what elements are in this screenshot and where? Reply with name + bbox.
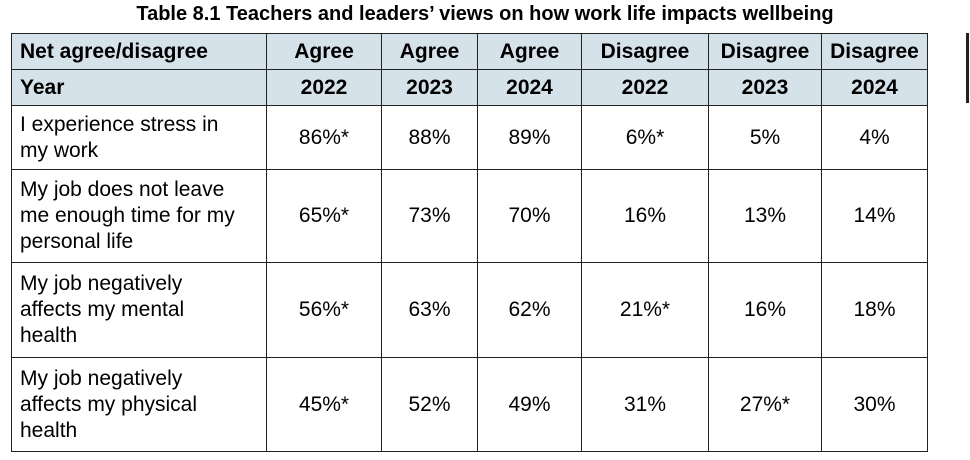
header-net-agree-disagree: Net agree/disagree [11, 33, 267, 70]
header-disagree-2024: Disagree [821, 33, 928, 70]
row-label-line: me enough time for my [20, 204, 235, 227]
header-year-disagree-2024: 2024 [821, 69, 928, 106]
row-label-stress: I experience stress in my work [11, 105, 267, 170]
row-label-line: my work [20, 138, 99, 162]
page-edge-divider [966, 33, 969, 103]
table-row: My job negatively affects my physical he… [11, 357, 928, 452]
cell-value: 13% [708, 169, 822, 263]
row-label-physical-health: My job negatively affects my physical he… [11, 357, 267, 452]
row-label-line: health [20, 418, 78, 442]
cell-value: 14% [821, 169, 928, 263]
header-year-disagree-2022: 2022 [581, 69, 709, 106]
header-year-agree-2022: 2022 [266, 69, 382, 106]
header-agree-2024: Agree [477, 33, 582, 70]
cell-value: 56%* [266, 262, 382, 358]
row-label-personal-time: My job does not leave me enough time for… [11, 169, 267, 263]
row-label-line: personal life [20, 230, 134, 253]
cell-value: 6%* [581, 105, 709, 170]
cell-value: 30% [821, 357, 928, 452]
row-label-line: health [20, 324, 78, 347]
cell-value: 62% [477, 262, 582, 358]
cell-value: 52% [381, 357, 478, 452]
header-agree-2023: Agree [381, 33, 478, 70]
cell-value: 73% [381, 169, 478, 263]
cell-value: 18% [821, 262, 928, 358]
row-label-line: My job does not leave [20, 178, 225, 201]
cell-value: 63% [381, 262, 478, 358]
cell-value: 5% [708, 105, 822, 170]
header-disagree-2023: Disagree [708, 33, 822, 70]
header-year-agree-2023: 2023 [381, 69, 478, 106]
cell-value: 16% [581, 169, 709, 263]
cell-value: 70% [477, 169, 582, 263]
cell-value: 88% [381, 105, 478, 170]
header-disagree-2022: Disagree [581, 33, 709, 70]
header-year-agree-2024: 2024 [477, 69, 582, 106]
row-label-line: My job negatively [20, 272, 183, 295]
row-label-mental-health: My job negatively affects my mental heal… [11, 262, 267, 358]
header-year-disagree-2023: 2023 [708, 69, 822, 106]
table-row: My job does not leave me enough time for… [11, 169, 928, 263]
table-title: Table 8.1 Teachers and leaders’ views on… [136, 3, 834, 25]
row-label-line: My job negatively [20, 366, 183, 390]
row-label-line: affects my mental [20, 298, 185, 321]
cell-value: 49% [477, 357, 582, 452]
header-agree-2022: Agree [266, 33, 382, 70]
cell-value: 45%* [266, 357, 382, 452]
cell-value: 21%* [581, 262, 709, 358]
row-label-line: I experience stress in [20, 112, 219, 136]
table-row: My job negatively affects my mental heal… [11, 262, 928, 358]
cell-value: 16% [708, 262, 822, 358]
header-year-label: Year [11, 69, 267, 106]
header-row-measure: Net agree/disagree Agree Agree Agree Dis… [11, 33, 928, 70]
cell-value: 65%* [266, 169, 382, 263]
cell-value: 31% [581, 357, 709, 452]
header-row-year: Year 2022 2023 2024 2022 2023 2024 [11, 69, 928, 106]
cell-value: 4% [821, 105, 928, 170]
cell-value: 86%* [266, 105, 382, 170]
wellbeing-table: Net agree/disagree Agree Agree Agree Dis… [11, 33, 928, 452]
row-label-line: affects my physical [20, 392, 198, 416]
cell-value: 27%* [708, 357, 822, 452]
table-row: I experience stress in my work 86%* 88% … [11, 105, 928, 170]
cell-value: 89% [477, 105, 582, 170]
